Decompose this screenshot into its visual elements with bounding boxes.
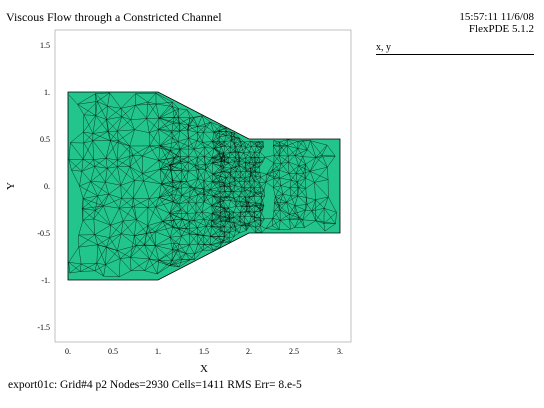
x-axis-ticks: 0. 0.5 1. 1.5 2. 2.5 3.	[65, 347, 343, 356]
y-tick-label: 1.	[44, 88, 50, 97]
y-axis-ticks: 1.5 1. 0.5 0. -0.5 -1. -1.5	[37, 41, 50, 332]
timestamp: 15:57:11 11/6/08	[459, 11, 534, 23]
status-footer: export01c: Grid#4 p2 Nodes=2930 Cells=14…	[8, 379, 302, 391]
plot-frame	[54, 29, 352, 343]
channel-domain	[67, 91, 341, 281]
software-version: FlexPDE 5.1.2	[468, 23, 534, 35]
y-tick-label: -0.5	[37, 229, 50, 238]
x-tick-label: 1.5	[199, 347, 209, 356]
x-axis-label: X	[200, 363, 208, 375]
x-tick-label: 2.	[246, 347, 252, 356]
legend-label: x, y	[376, 42, 391, 53]
mesh-triangles	[68, 92, 337, 278]
y-axis-label: Y	[5, 182, 17, 190]
y-tick-label: 1.5	[40, 41, 50, 50]
y-tick-label: 0.5	[40, 135, 50, 144]
y-tick-label: -1.	[41, 276, 50, 285]
x-tick-label: 0.5	[108, 347, 118, 356]
y-tick-label: 0.	[44, 182, 50, 191]
x-tick-label: 0.	[65, 347, 71, 356]
x-tick-label: 1.	[155, 347, 161, 356]
x-tick-label: 3.	[337, 347, 343, 356]
x-tick-label: 2.5	[289, 347, 299, 356]
legend-underline	[376, 54, 534, 55]
y-tick-label: -1.5	[37, 323, 50, 332]
mesh-lines	[68, 92, 337, 278]
plot-title: Viscous Flow through a Constricted Chann…	[6, 10, 222, 24]
